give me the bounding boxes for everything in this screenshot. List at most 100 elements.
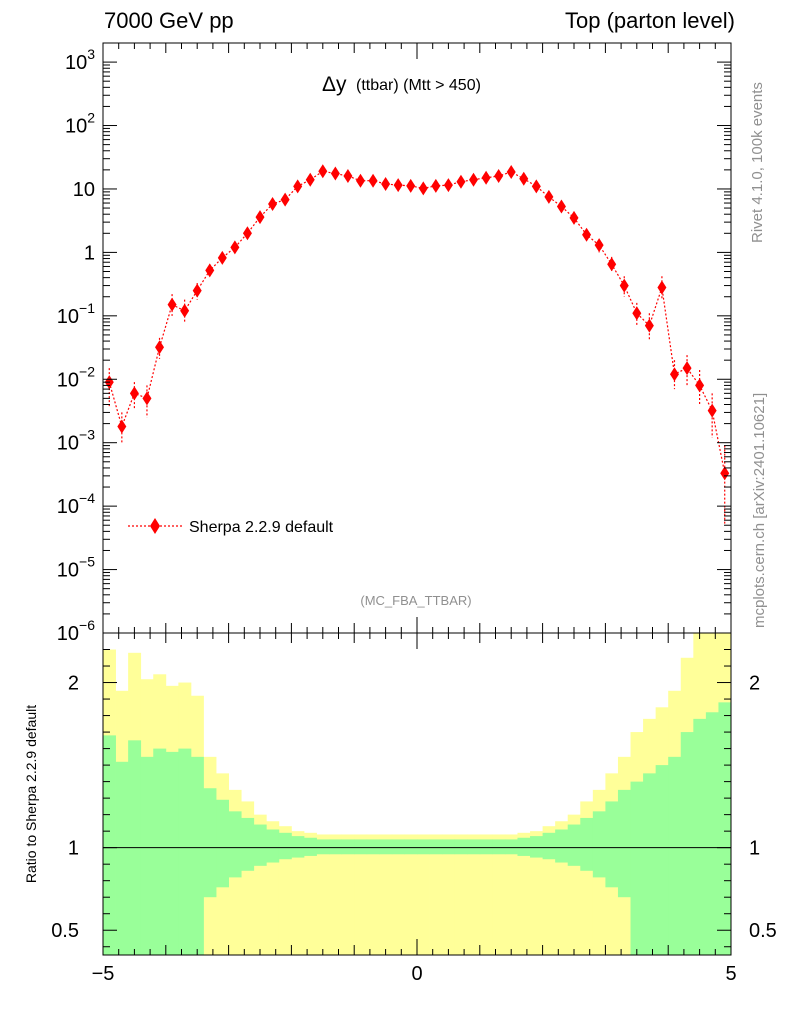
data-point xyxy=(657,280,667,295)
data-point xyxy=(632,306,642,321)
ratio-band-green xyxy=(454,839,468,855)
ratio-band-green xyxy=(203,788,217,898)
ratio-band-green xyxy=(278,832,292,860)
ratio-band-green xyxy=(693,718,707,955)
data-point xyxy=(707,403,717,418)
ratio-band-green xyxy=(190,756,204,955)
data-point xyxy=(330,166,340,181)
ratio-band-green xyxy=(115,761,129,955)
data-point xyxy=(607,257,617,272)
ratio-band-green xyxy=(404,839,418,855)
data-point xyxy=(192,283,202,298)
data-point xyxy=(720,466,730,481)
ratio-band-green xyxy=(555,829,569,863)
ratio-y-tick-label-right: 0.5 xyxy=(749,920,777,942)
ratio-band-green xyxy=(542,832,556,860)
ratio-band-green xyxy=(668,756,682,955)
ratio-band-green xyxy=(718,702,732,955)
ratio-band-yellow xyxy=(303,832,317,955)
data-point xyxy=(305,172,315,187)
analysis-id: (MC_FBA_TTBAR) xyxy=(360,593,471,608)
y-tick-label: 10−3 xyxy=(57,427,95,455)
legend-entry: Sherpa 2.2.9 default xyxy=(189,519,334,536)
data-point xyxy=(406,178,416,193)
ratio-band-yellow xyxy=(354,834,368,955)
ratio-band-green xyxy=(103,735,116,955)
data-point xyxy=(355,173,365,188)
data-point xyxy=(594,238,604,253)
data-point xyxy=(129,386,139,401)
data-point xyxy=(443,178,453,193)
plot-title-sub: (ttbar) (Mtt > 450) xyxy=(356,77,481,94)
ratio-y-tick-label: 0.5 xyxy=(51,920,79,942)
ratio-band-yellow xyxy=(391,834,405,955)
ratio-y-tick-label-right: 2 xyxy=(749,673,760,695)
data-point xyxy=(167,297,177,312)
ratio-band-green xyxy=(580,817,594,871)
ratio-band-green xyxy=(530,836,543,858)
ratio-band-green xyxy=(140,756,154,955)
data-point xyxy=(582,227,592,242)
data-point xyxy=(155,340,165,355)
data-point xyxy=(556,199,566,214)
ratio-band-green xyxy=(216,799,229,888)
y-tick-label: 10−5 xyxy=(57,554,95,582)
ratio-band-yellow xyxy=(316,834,330,955)
ratio-band-green xyxy=(178,748,192,955)
mcplots-label: mcplots.cern.ch [arXiv:2401.10621] xyxy=(751,393,768,628)
data-point xyxy=(506,165,516,180)
data-point xyxy=(481,170,491,185)
ratio-band-green xyxy=(630,781,644,955)
y-tick-label: 10−6 xyxy=(57,617,95,645)
ratio-band-green xyxy=(504,839,518,855)
ratio-band-green xyxy=(442,839,456,855)
data-point xyxy=(205,263,215,278)
ratio-band-green xyxy=(467,839,481,855)
data-point xyxy=(368,173,378,188)
data-point xyxy=(519,171,529,186)
ratio-band-green xyxy=(329,839,343,855)
data-point xyxy=(293,179,303,194)
data-point xyxy=(318,164,328,179)
ratio-band-green xyxy=(605,801,619,888)
legend-marker xyxy=(150,518,160,534)
ratio-y-tick-label: 2 xyxy=(68,673,79,695)
ratio-band-green xyxy=(705,712,719,955)
header-left: 7000 GeV pp xyxy=(104,8,234,33)
ratio-band-green xyxy=(316,839,330,855)
data-point xyxy=(230,240,240,255)
ratio-ylabel: Ratio to Sherpa 2.2.9 default xyxy=(23,705,39,883)
ratio-band-green xyxy=(617,789,631,898)
data-point xyxy=(280,192,290,207)
ratio-band-green xyxy=(341,839,355,855)
y-tick-label: 10 xyxy=(73,179,95,201)
data-point xyxy=(669,367,679,382)
data-point xyxy=(255,210,265,225)
x-tick-label: 0 xyxy=(411,963,422,985)
ratio-band-green xyxy=(592,811,606,878)
ratio-band-yellow xyxy=(341,834,355,955)
ratio-band-yellow xyxy=(442,834,456,955)
ratio-band-green xyxy=(266,829,280,863)
y-tick-label: 10−1 xyxy=(57,300,95,328)
data-point xyxy=(569,210,579,225)
legend: Sherpa 2.2.9 default xyxy=(128,518,334,536)
ratio-band-green xyxy=(291,836,305,858)
ratio-band-green xyxy=(366,839,380,855)
ratio-band-yellow xyxy=(404,834,418,955)
ratio-band-yellow xyxy=(517,832,531,955)
ratio-band-yellow xyxy=(379,834,393,955)
ratio-band-green xyxy=(517,837,531,856)
ratio-band-yellow xyxy=(504,834,518,955)
data-point xyxy=(268,196,278,211)
ratio-band-green xyxy=(228,811,242,878)
data-point xyxy=(343,169,353,184)
ratio-band-green xyxy=(303,837,317,856)
ratio-band-green xyxy=(241,817,255,871)
ratio-band-green xyxy=(253,824,267,866)
ratio-bands xyxy=(103,633,732,955)
y-tick-label: 103 xyxy=(65,46,95,74)
ratio-band-yellow xyxy=(492,834,506,955)
